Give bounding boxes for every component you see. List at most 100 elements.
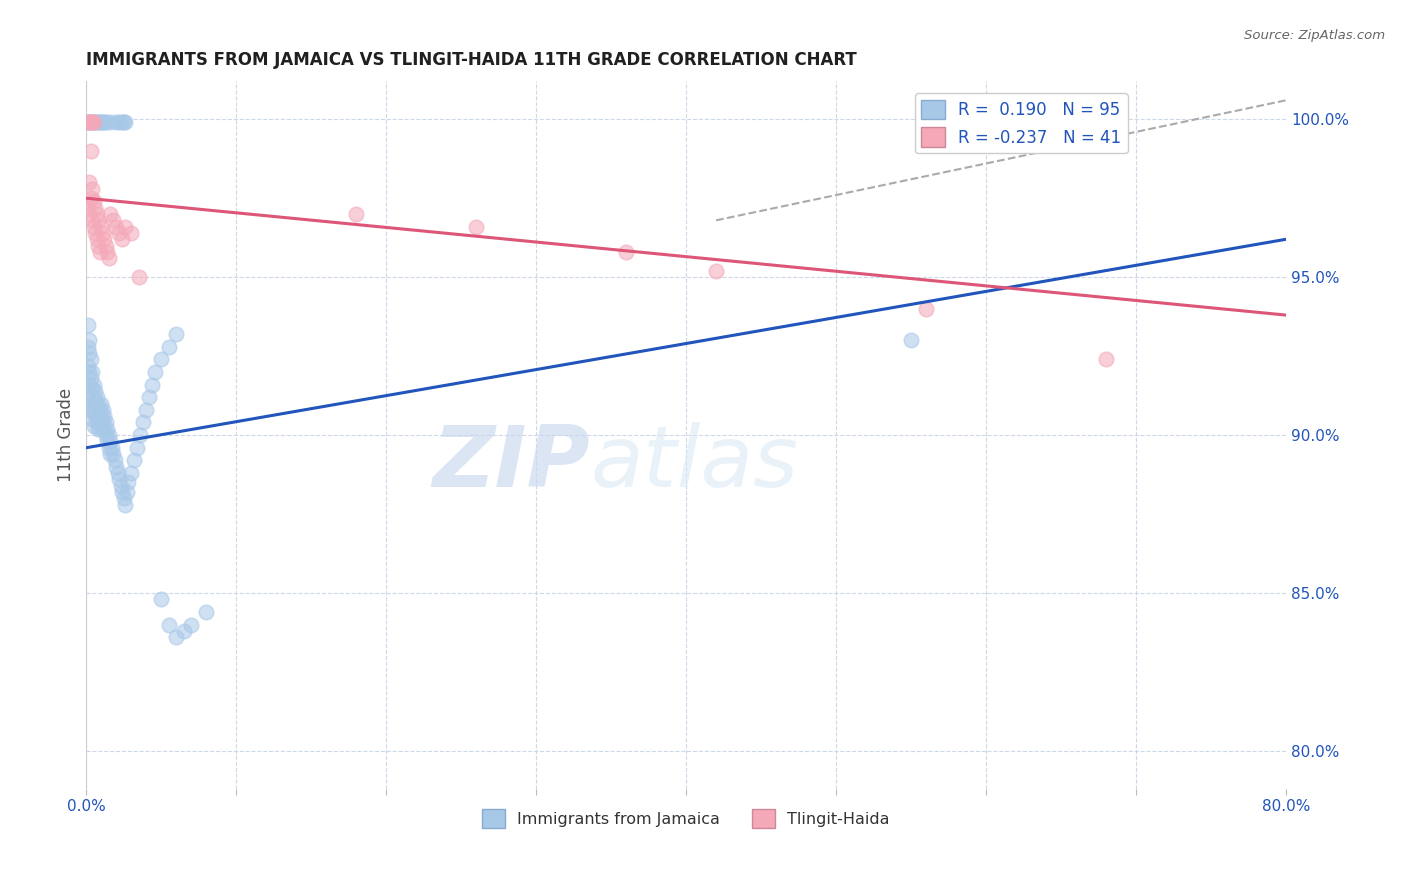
Point bbox=[108, 226, 131, 240]
Point bbox=[124, 453, 146, 467]
Text: ZIP: ZIP bbox=[433, 422, 591, 505]
Point bbox=[80, 191, 103, 205]
Point bbox=[79, 334, 101, 348]
Point bbox=[115, 485, 138, 500]
Point bbox=[150, 592, 173, 607]
Point bbox=[112, 491, 135, 506]
Point bbox=[94, 115, 117, 129]
Point bbox=[180, 617, 202, 632]
Point bbox=[87, 396, 110, 410]
Point bbox=[93, 422, 115, 436]
Point bbox=[96, 434, 118, 449]
Point bbox=[91, 115, 114, 129]
Point bbox=[84, 226, 107, 240]
Point bbox=[138, 390, 160, 404]
Point bbox=[82, 115, 104, 129]
Point bbox=[117, 475, 139, 490]
Point bbox=[90, 409, 112, 424]
Point bbox=[111, 485, 134, 500]
Point bbox=[89, 115, 111, 129]
Point bbox=[704, 264, 727, 278]
Point bbox=[108, 115, 131, 129]
Point bbox=[173, 624, 195, 638]
Point bbox=[79, 346, 101, 360]
Point bbox=[104, 453, 127, 467]
Point bbox=[89, 402, 111, 417]
Point bbox=[1095, 352, 1118, 367]
Point bbox=[83, 418, 105, 433]
Point bbox=[76, 115, 98, 129]
Point bbox=[84, 396, 107, 410]
Point bbox=[114, 498, 136, 512]
Point bbox=[86, 390, 108, 404]
Point bbox=[87, 238, 110, 252]
Point bbox=[82, 182, 104, 196]
Point bbox=[110, 478, 132, 492]
Point bbox=[93, 115, 115, 129]
Point bbox=[103, 447, 125, 461]
Legend: Immigrants from Jamaica, Tlingit-Haida: Immigrants from Jamaica, Tlingit-Haida bbox=[477, 803, 896, 834]
Point bbox=[84, 115, 107, 129]
Point bbox=[111, 232, 134, 246]
Point bbox=[83, 115, 105, 129]
Point bbox=[83, 377, 105, 392]
Point bbox=[157, 617, 180, 632]
Point bbox=[105, 459, 128, 474]
Point bbox=[98, 434, 121, 449]
Point bbox=[82, 396, 104, 410]
Point bbox=[96, 422, 118, 436]
Point bbox=[86, 207, 108, 221]
Point bbox=[614, 244, 637, 259]
Point bbox=[141, 377, 163, 392]
Text: Source: ZipAtlas.com: Source: ZipAtlas.com bbox=[1244, 29, 1385, 42]
Point bbox=[90, 396, 112, 410]
Point bbox=[84, 201, 107, 215]
Point bbox=[135, 402, 157, 417]
Point bbox=[465, 219, 488, 234]
Point bbox=[157, 340, 180, 354]
Point bbox=[80, 144, 103, 158]
Point bbox=[80, 390, 103, 404]
Point bbox=[83, 194, 105, 209]
Point bbox=[80, 402, 103, 417]
Point bbox=[344, 207, 367, 221]
Point bbox=[96, 244, 118, 259]
Point bbox=[93, 409, 115, 424]
Point bbox=[84, 384, 107, 398]
Point bbox=[93, 232, 115, 246]
Point bbox=[97, 251, 120, 265]
Point bbox=[101, 441, 124, 455]
Point bbox=[89, 416, 111, 430]
Point bbox=[112, 115, 135, 129]
Point bbox=[80, 115, 103, 129]
Text: IMMIGRANTS FROM JAMAICA VS TLINGIT-HAIDA 11TH GRADE CORRELATION CHART: IMMIGRANTS FROM JAMAICA VS TLINGIT-HAIDA… bbox=[86, 51, 858, 69]
Point bbox=[82, 115, 104, 129]
Point bbox=[165, 326, 187, 341]
Point bbox=[84, 409, 107, 424]
Point bbox=[80, 115, 103, 129]
Point bbox=[87, 409, 110, 424]
Point bbox=[90, 115, 112, 129]
Point bbox=[79, 115, 101, 129]
Point bbox=[98, 447, 121, 461]
Point bbox=[107, 466, 129, 480]
Point bbox=[79, 365, 101, 379]
Point bbox=[98, 115, 121, 129]
Point bbox=[165, 630, 187, 644]
Point bbox=[83, 219, 105, 234]
Point bbox=[97, 441, 120, 455]
Point bbox=[103, 213, 125, 227]
Point bbox=[76, 115, 98, 129]
Point bbox=[91, 416, 114, 430]
Point bbox=[91, 226, 114, 240]
Point bbox=[150, 352, 173, 367]
Point bbox=[80, 352, 103, 367]
Text: atlas: atlas bbox=[591, 422, 799, 505]
Point bbox=[94, 238, 117, 252]
Point bbox=[108, 472, 131, 486]
Point bbox=[97, 428, 120, 442]
Point bbox=[91, 402, 114, 417]
Point bbox=[82, 365, 104, 379]
Point bbox=[94, 416, 117, 430]
Point bbox=[94, 428, 117, 442]
